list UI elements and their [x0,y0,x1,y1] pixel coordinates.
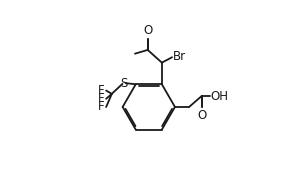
Text: O: O [197,109,206,122]
Text: O: O [143,24,152,37]
Text: F: F [98,100,104,113]
Text: F: F [98,92,104,105]
Text: F: F [98,84,104,97]
Text: S: S [120,77,128,90]
Text: Br: Br [173,50,186,63]
Text: OH: OH [211,90,229,103]
